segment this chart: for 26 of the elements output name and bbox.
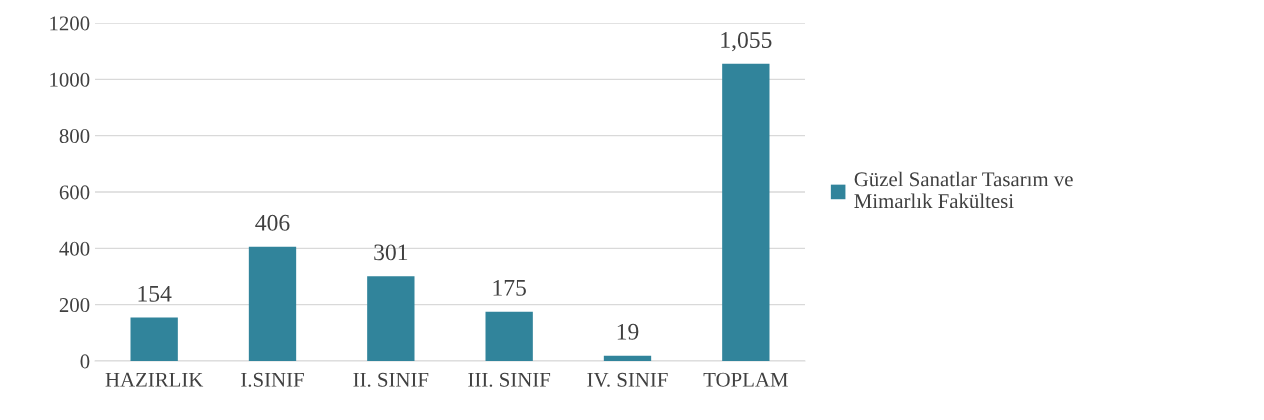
bar bbox=[367, 276, 415, 361]
y-tick-label: 1000 bbox=[50, 72, 90, 87]
data-label: 406 bbox=[255, 214, 290, 231]
y-tick-label: 800 bbox=[59, 129, 90, 144]
data-label: 301 bbox=[374, 244, 408, 261]
data-label: 1,055 bbox=[721, 32, 772, 52]
y-tick-label: 400 bbox=[59, 241, 90, 256]
y-tick-label: 200 bbox=[59, 298, 90, 313]
bar bbox=[248, 246, 297, 361]
x-tick-label: I.SINIF bbox=[241, 372, 304, 387]
y-tick-label: 0 bbox=[80, 354, 90, 369]
bar bbox=[722, 63, 770, 361]
bar bbox=[130, 317, 178, 361]
x-tick-label: III. SINIF bbox=[468, 372, 551, 387]
x-tick-label: HAZIRLIK bbox=[105, 372, 204, 387]
data-label: 175 bbox=[493, 279, 526, 296]
y-tick-label: 600 bbox=[59, 185, 90, 200]
x-tick-label: II. SINIF bbox=[353, 372, 429, 387]
x-tick-label: TOPLAM bbox=[703, 372, 788, 387]
data-label: 19 bbox=[617, 323, 639, 340]
x-tick-label: IV. SINIF bbox=[587, 372, 668, 387]
legend-label: Güzel Sanatlar Tasarım ve Mimarlık Fakültesi bbox=[854, 171, 1073, 209]
y-tick-label: 1200 bbox=[50, 16, 90, 31]
bar bbox=[603, 355, 652, 361]
bar bbox=[485, 311, 533, 361]
data-label: 154 bbox=[138, 285, 172, 302]
